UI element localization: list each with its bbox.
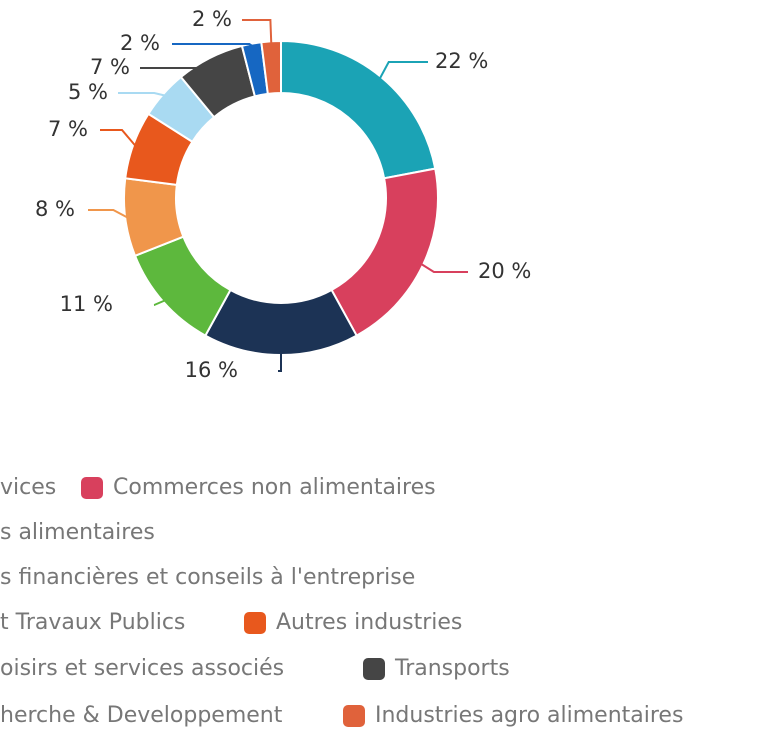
data-label: 22 %	[435, 49, 488, 73]
legend-label: Autres industries	[276, 610, 462, 635]
leader-line	[378, 61, 428, 80]
legend-label: Industries agro alimentaires	[375, 703, 683, 728]
legend-swatch	[81, 477, 103, 499]
data-label: 2 %	[120, 31, 160, 55]
legend-label: herche & Developpement	[0, 703, 283, 728]
legend-label: Transports	[394, 656, 510, 681]
donut-slice	[204, 288, 358, 356]
donut-slice	[260, 39, 282, 95]
leader-line	[118, 92, 165, 97]
leader-line	[153, 299, 166, 306]
legend-swatch	[363, 658, 385, 680]
data-label: 5 %	[68, 80, 108, 104]
data-label: 20 %	[478, 259, 531, 283]
leader-line	[278, 353, 282, 372]
data-label: 8 %	[35, 197, 75, 221]
leader-line	[420, 263, 468, 273]
data-label: 11 %	[60, 292, 113, 316]
legend-label: oisirs et services associés	[0, 656, 284, 681]
data-label: 7 %	[90, 55, 130, 79]
legend-swatch	[244, 612, 266, 634]
data-label: 2 %	[192, 7, 232, 31]
data-label: 7 %	[48, 117, 88, 141]
data-label: 16 %	[185, 358, 238, 382]
legend-label: t Travaux Publics	[0, 610, 185, 635]
leader-line	[100, 129, 136, 147]
leader-line	[88, 209, 128, 219]
leader-line	[242, 19, 273, 44]
leader-line	[140, 59, 212, 69]
legend-label: s financières et conseils à l'entreprise	[0, 565, 415, 590]
leader-line	[172, 43, 253, 47]
donut-slice	[330, 167, 439, 337]
legend-label: s alimentaires	[0, 520, 155, 545]
legend-swatch	[343, 705, 365, 727]
legend-label: Commerces non alimentaires	[113, 475, 436, 500]
legend-label: vices	[0, 475, 56, 500]
